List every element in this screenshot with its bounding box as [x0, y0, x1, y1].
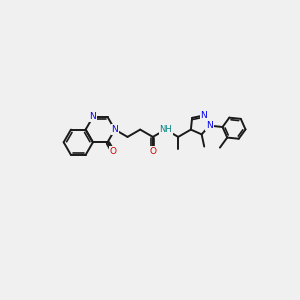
Text: N: N	[89, 112, 96, 122]
Text: N: N	[112, 125, 118, 134]
Text: NH: NH	[159, 125, 172, 134]
Text: O: O	[149, 147, 156, 156]
Text: N: N	[206, 121, 213, 130]
Text: N: N	[200, 111, 207, 120]
Text: O: O	[110, 147, 116, 156]
